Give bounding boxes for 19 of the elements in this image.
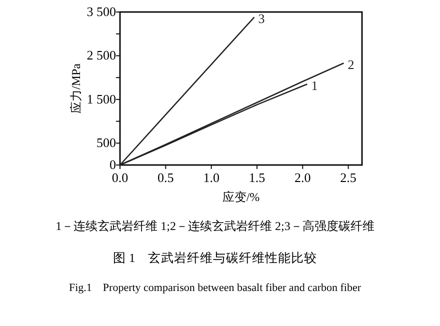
caption: Fig.1 Property comparison between basalt fiber and carbon fiber xyxy=(68,282,362,294)
y-tick-label: 1 500 xyxy=(86,91,116,106)
x-tick-label: 2.5 xyxy=(340,170,356,185)
y-tick-label: 3 500 xyxy=(86,4,116,19)
x-tick-label: 0.0 xyxy=(112,170,128,185)
series-label: 3 xyxy=(258,11,265,26)
text: 1－连续玄武岩纤维 1;2－连续玄武岩纤维 2;3－高强度碳纤维 xyxy=(56,219,374,233)
series-label: 2 xyxy=(348,57,354,72)
y-tick-label: 500 xyxy=(96,135,116,150)
y-tick-label: 2 500 xyxy=(86,48,116,63)
x-axis-title: 应变/% xyxy=(222,190,260,204)
x-tick-label: 1.0 xyxy=(203,170,220,185)
x-tick-label: 0.5 xyxy=(158,170,174,185)
y-axis-title: 应力/MPa xyxy=(69,62,83,114)
series-label: 1 xyxy=(311,78,318,94)
x-tick-label: 2.0 xyxy=(294,170,311,185)
x-tick-label: 1.5 xyxy=(248,170,266,185)
y-tick-label: 0 xyxy=(110,157,116,172)
caption: 图 1 玄武岩纤维与碳纤维性能比较 xyxy=(112,250,318,265)
